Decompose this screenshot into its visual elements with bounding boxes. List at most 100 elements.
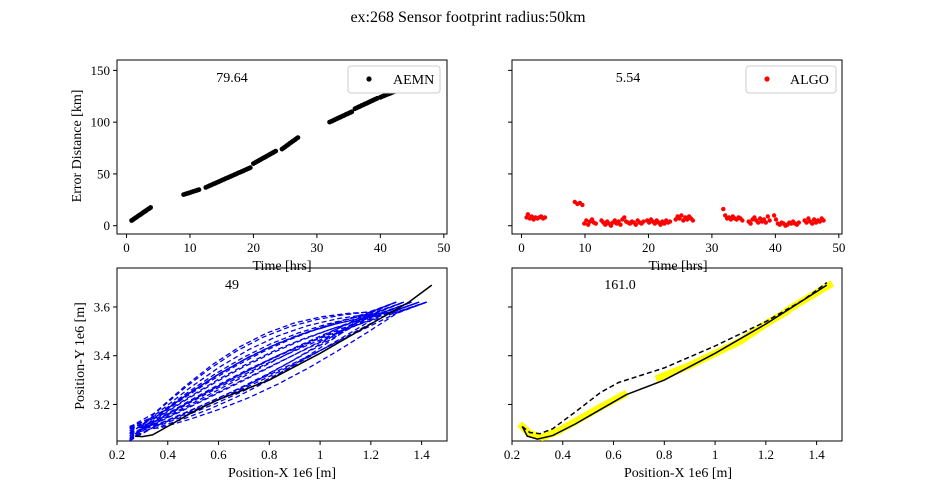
- x-tick-label: 10: [183, 240, 196, 255]
- sensor-coverage: [517, 389, 629, 441]
- x-tick-label: 40: [374, 240, 387, 255]
- data-point-algo: [740, 218, 745, 223]
- data-point-algo: [633, 222, 638, 227]
- x-tick-label: 1.2: [758, 447, 774, 462]
- truth-track: [521, 284, 828, 440]
- x-axis-label: Position-X 1e6 [m]: [228, 466, 336, 481]
- x-tick-label: 0.2: [109, 447, 125, 462]
- data-point-algo: [804, 220, 809, 225]
- x-tick-label: 1: [317, 447, 324, 462]
- legend-box: [347, 65, 441, 94]
- data-point-algo: [622, 215, 627, 220]
- data-point-algo: [525, 212, 531, 217]
- plot-frame: [511, 267, 843, 442]
- legend-marker-aemn: [366, 76, 372, 82]
- annotation-algo-mean: 5.54: [616, 71, 641, 86]
- legend-label-algo: ALGO: [790, 73, 829, 88]
- plot-frame: [511, 59, 843, 235]
- data-point-algo: [593, 221, 598, 226]
- data-point-algo: [542, 215, 548, 220]
- estimate-track: [521, 281, 828, 435]
- x-tick-label: 0.6: [210, 447, 227, 462]
- y-axis-label: Error Distance [km]: [70, 90, 85, 203]
- data-point-aemn: [295, 135, 301, 141]
- x-tick-label: 10: [578, 240, 591, 255]
- data-point-algo: [771, 213, 777, 218]
- data-point-algo: [641, 219, 646, 224]
- x-axis-label: Position-X 1e6 [m]: [624, 466, 732, 481]
- panel-trajectory-algo: 161.0 Position-X 1e6 [m] 0.2 0.4 0.6 0.8 1 1.…: [504, 267, 843, 481]
- data-point-algo: [767, 218, 772, 223]
- x-tick-label: 40: [769, 240, 782, 255]
- x-tick-label: 20: [642, 240, 655, 255]
- sensor-coverage: [654, 307, 791, 383]
- x-tick-label: 1.2: [363, 447, 379, 462]
- data-point-algo: [618, 222, 623, 227]
- legend-box: [745, 65, 837, 94]
- estimate-track: [129, 301, 397, 435]
- legend: AEMN: [347, 65, 441, 94]
- annotation-aemn-mean: 79.64: [216, 71, 248, 86]
- y-tick-label: 0: [104, 218, 111, 233]
- x-tick-label: 0.2: [504, 447, 520, 462]
- x-tick-label: 50: [832, 240, 845, 255]
- data-point-algo: [765, 214, 770, 219]
- estimate-track: [129, 301, 420, 428]
- data-point-algo: [748, 221, 753, 226]
- estimate-track: [129, 301, 427, 430]
- x-tick-label: 1.4: [808, 447, 825, 462]
- x-tick-label: 1.4: [413, 447, 430, 462]
- x-tick-label: 50: [437, 240, 450, 255]
- y-tick-label: 3.2: [94, 397, 110, 412]
- y-tick-label: 3.4: [94, 348, 111, 363]
- data-point-aemn: [196, 187, 202, 193]
- data-point-algo: [679, 213, 684, 218]
- data-point-aemn: [349, 109, 355, 115]
- x-tick-label: 20: [247, 240, 260, 255]
- x-tick-label: 30: [705, 240, 718, 255]
- data-point-algo: [580, 202, 585, 208]
- estimate-track: [129, 301, 427, 439]
- plot-frame: [116, 59, 448, 235]
- estimate-track: [129, 301, 412, 437]
- data-point-aemn: [247, 165, 253, 171]
- data-point-algo: [584, 218, 589, 223]
- legend-label-aemn: AEMN: [393, 73, 434, 88]
- estimate-track: [129, 301, 405, 432]
- estimate-track: [129, 301, 412, 429]
- y-axis-label: Position-Y 1e6 [m]: [73, 302, 88, 410]
- x-tick-label: 0: [123, 240, 130, 255]
- x-tick-label: 0.4: [160, 447, 177, 462]
- x-tick-label: 30: [310, 240, 323, 255]
- data-point-algo: [810, 221, 815, 226]
- figure-title: ex:268 Sensor footprint radius:50km: [350, 9, 586, 26]
- data-point-algo: [721, 206, 726, 212]
- x-tick-label: 0.4: [555, 447, 572, 462]
- x-axis-label: Time [hrs]: [649, 259, 708, 274]
- data-point-algo: [821, 218, 826, 223]
- x-tick-label: 1: [712, 447, 719, 462]
- plot-frame: [116, 267, 448, 442]
- estimate-track: [129, 301, 412, 429]
- truth-track: [134, 284, 433, 438]
- data-point-aemn: [148, 205, 154, 210]
- legend-marker-algo: [764, 76, 770, 82]
- panel-trajectory-aemn: 49 Position-X 1e6 [m] Position-Y 1e6 [m]…: [73, 267, 448, 481]
- y-tick-label: 3.6: [94, 299, 111, 314]
- y-tick-label: 50: [97, 166, 110, 181]
- y-tick-label: 150: [91, 63, 111, 78]
- estimate-track: [129, 301, 397, 428]
- estimate-track: [129, 301, 405, 434]
- estimate-track: [129, 301, 412, 437]
- data-point-algo: [667, 219, 673, 224]
- data-point-aemn: [273, 148, 279, 154]
- data-point-algo: [756, 220, 761, 225]
- panel-error-algo: 5.54 Time [hrs] 0 10 20 30 40 50 ALGO: [508, 59, 845, 274]
- legend: ALGO: [745, 65, 837, 94]
- x-tick-label: 0.6: [605, 447, 622, 462]
- data-point-algo: [763, 220, 768, 225]
- estimate-track: [129, 301, 420, 434]
- panel-error-aemn: 79.64 Time [hrs] Error Distance [km] 0 10…: [70, 59, 450, 274]
- estimate-track: [129, 301, 397, 439]
